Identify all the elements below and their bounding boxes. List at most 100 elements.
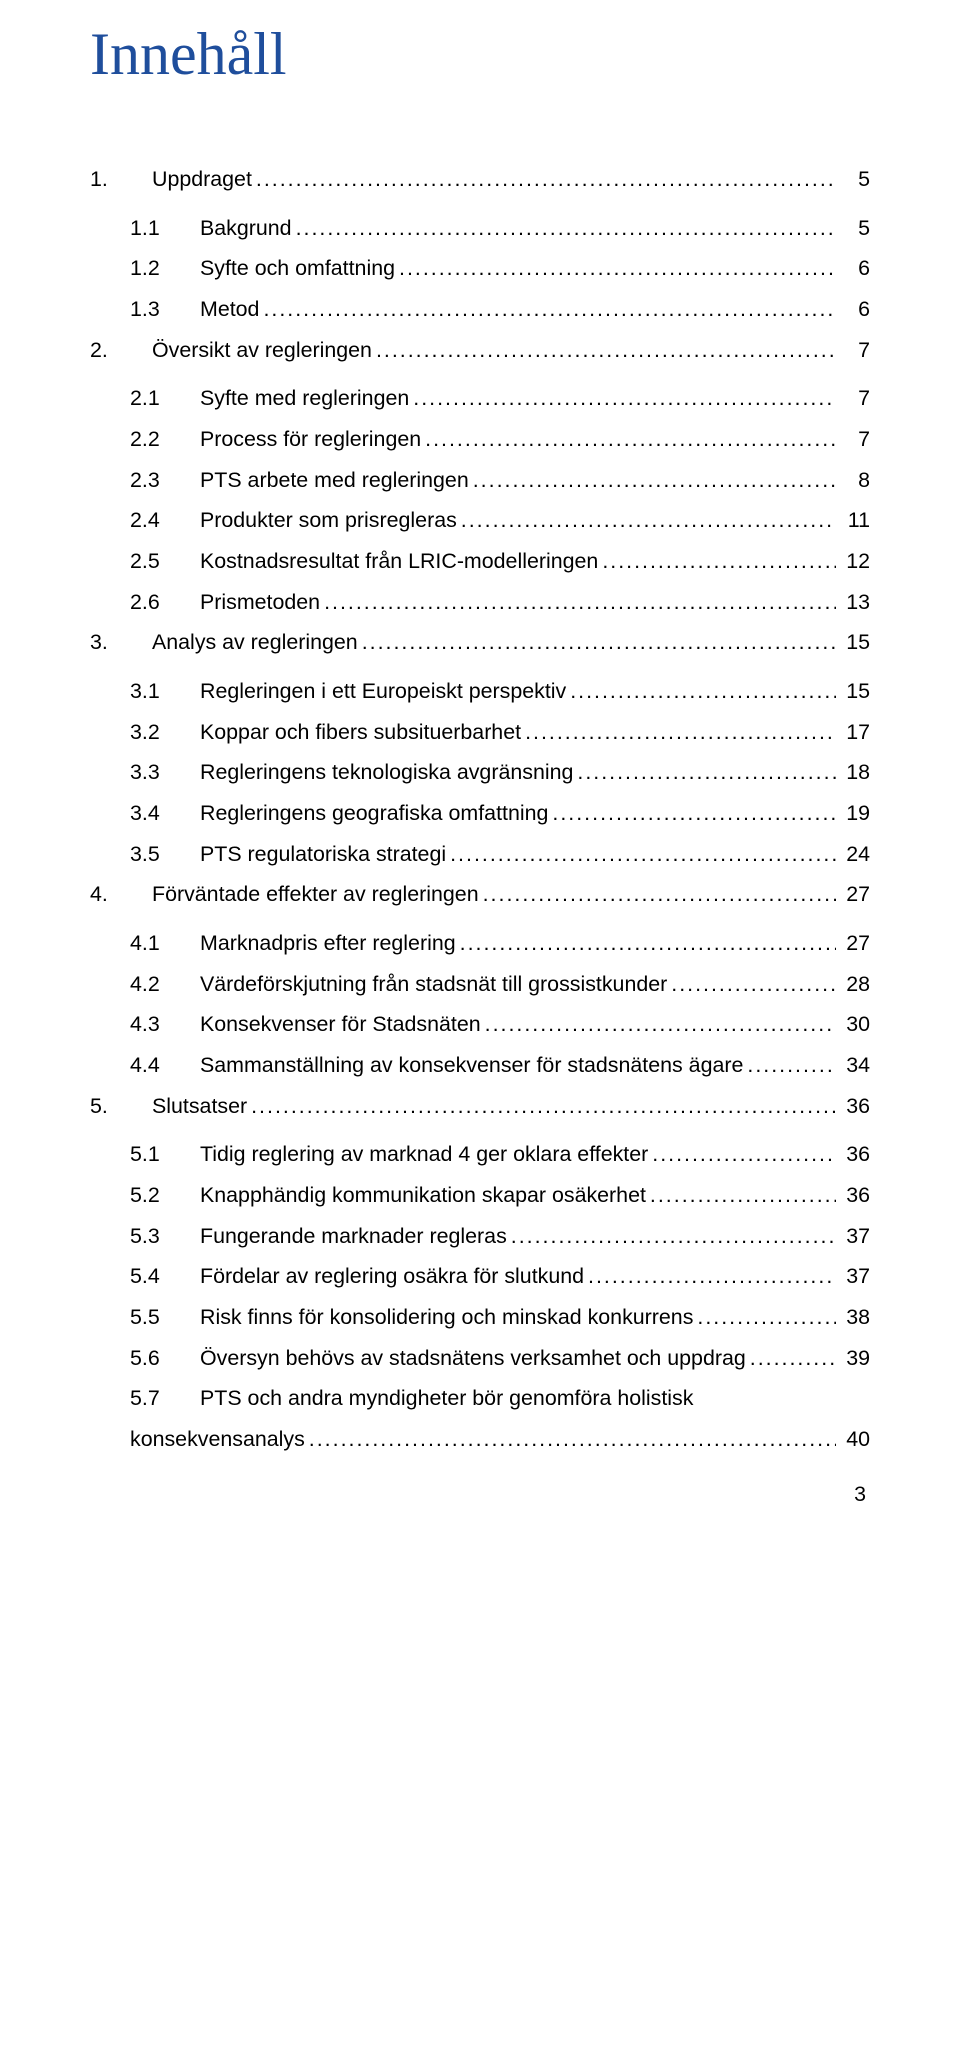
toc-leader (602, 541, 836, 582)
page-title: Innehåll (90, 20, 870, 89)
toc-row[interactable]: 2.5Kostnadsresultat från LRIC-modellerin… (90, 541, 870, 582)
toc-number: 2.1 (130, 378, 186, 419)
toc-row[interactable]: 3. Analys av regleringen 15 (90, 622, 870, 663)
toc-label: PTS arbete med regleringen (200, 460, 469, 501)
toc-leader (256, 159, 836, 200)
toc-row[interactable]: 1.2Syfte och omfattning6 (90, 248, 870, 289)
toc-number: 5. (90, 1086, 138, 1127)
toc-leader (460, 923, 836, 964)
toc-row[interactable]: 3.3 Regleringens teknologiska avgränsning… (90, 752, 870, 793)
toc-number: 3.4 (130, 793, 186, 834)
toc-page: 12 (840, 541, 870, 582)
toc-number: 2.2 (130, 419, 186, 460)
toc-number: 5.2 (130, 1175, 186, 1216)
toc-page: 28 (840, 964, 870, 1005)
toc-page: 36 (840, 1175, 870, 1216)
toc-label: konsekvensanalys (130, 1419, 305, 1460)
toc-label: Kostnadsresultat från LRIC-modelleringen (200, 541, 598, 582)
toc-leader (483, 874, 836, 915)
toc-row[interactable]: 4.Förväntade effekter av regleringen27 (90, 874, 870, 915)
toc-label: Regleringens teknologiska avgränsning (200, 752, 573, 793)
toc-leader (296, 208, 836, 249)
toc-row[interactable]: 5.5 Risk finns för konsolidering och mins… (90, 1297, 870, 1338)
toc-row[interactable]: 4.1Marknadpris efter reglering27 (90, 923, 870, 964)
toc-leader (251, 1086, 836, 1127)
toc-label: Process för regleringen (200, 419, 421, 460)
toc-label: Fungerande marknader regleras (200, 1216, 507, 1257)
toc-page: 5 (840, 159, 870, 200)
toc-number: 5.5 (130, 1297, 186, 1338)
toc-page: 37 (840, 1216, 870, 1257)
toc-row[interactable]: 5.2 Knapphändig kommunikation skapar osäk… (90, 1175, 870, 1216)
toc-label: Sammanställning av konsekvenser för stad… (200, 1045, 743, 1086)
toc-row[interactable]: 1.1Bakgrund5 (90, 208, 870, 249)
toc-row[interactable]: 2.6Prismetoden13 (90, 582, 870, 623)
toc-page: 38 (840, 1297, 870, 1338)
toc-page: 7 (840, 330, 870, 371)
toc-label: Uppdraget (152, 159, 252, 200)
toc-label: Knapphändig kommunikation skapar osäkerh… (200, 1175, 646, 1216)
toc-label: Förväntade effekter av regleringen (152, 874, 479, 915)
toc-page: 15 (840, 622, 870, 663)
toc-label: Konsekvenser för Stadsnäten (200, 1004, 481, 1045)
toc-row[interactable]: 2.1Syfte med regleringen7 (90, 378, 870, 419)
toc-number: 3.1 (130, 671, 186, 712)
toc-number: 4.4 (130, 1045, 186, 1086)
toc-row[interactable]: 4.2Värdeförskjutning från stadsnät till … (90, 964, 870, 1005)
toc-row[interactable]: 3.1Regleringen i ett Europeiskt perspekt… (90, 671, 870, 712)
toc-row[interactable]: konsekvensanalys40 (90, 1419, 870, 1460)
toc-number: 3.5 (130, 834, 186, 875)
toc-row[interactable]: 5.Slutsatser36 (90, 1086, 870, 1127)
toc-leader (511, 1216, 836, 1257)
toc-row[interactable]: 4.4 Sammanställning av konsekvenser för s… (90, 1045, 870, 1086)
toc-label: Metod (200, 289, 259, 330)
toc-page: 7 (840, 378, 870, 419)
toc-label: Risk finns för konsolidering och minskad… (200, 1297, 693, 1338)
toc-leader (485, 1004, 836, 1045)
toc-number: 3. (90, 622, 138, 663)
toc-page: 7 (840, 419, 870, 460)
toc-label: Bakgrund (200, 208, 292, 249)
toc-label: Översyn behövs av stadsnätens verksamhet… (200, 1338, 746, 1379)
toc-row[interactable]: 5.4Fördelar av reglering osäkra för slut… (90, 1256, 870, 1297)
toc-row[interactable]: 4.3Konsekvenser för Stadsnäten30 (90, 1004, 870, 1045)
toc-row[interactable]: 1.3Metod6 (90, 289, 870, 330)
toc-leader (650, 1175, 836, 1216)
toc-row[interactable]: 5.7PTS och andra myndigheter bör genomfö… (90, 1378, 870, 1419)
toc-page: 37 (840, 1256, 870, 1297)
toc-row[interactable]: 3.2Koppar och fibers subsituerbarhet17 (90, 712, 870, 753)
toc-leader (570, 671, 836, 712)
toc-label: Slutsatser (152, 1086, 247, 1127)
toc-leader (588, 1256, 836, 1297)
toc-label: Prismetoden (200, 582, 320, 623)
toc-row[interactable]: 2.4Produkter som prisregleras11 (90, 500, 870, 541)
toc-number: 4. (90, 874, 138, 915)
toc-row[interactable]: 3.5PTS regulatoriska strategi24 (90, 834, 870, 875)
toc-label: Analys av regleringen (152, 622, 358, 663)
toc-leader (697, 1297, 836, 1338)
toc-page: 8 (840, 460, 870, 501)
toc-row[interactable]: 2.2 Process för regleringen 7 (90, 419, 870, 460)
toc-row[interactable]: 5.3 Fungerande marknader regleras 37 (90, 1216, 870, 1257)
toc-leader (425, 419, 836, 460)
toc-number: 5.3 (130, 1216, 186, 1257)
toc-row[interactable]: 5.6Översyn behövs av stadsnätens verksam… (90, 1338, 870, 1379)
toc-number: 2. (90, 330, 138, 371)
toc-page: 34 (840, 1045, 870, 1086)
toc-number: 5.1 (130, 1134, 186, 1175)
toc-leader (413, 378, 836, 419)
toc-leader (450, 834, 836, 875)
toc-row[interactable]: 2.Översikt av regleringen7 (90, 330, 870, 371)
toc-number: 1.3 (130, 289, 186, 330)
toc-row[interactable]: 3.4Regleringens geografiska omfattning19 (90, 793, 870, 834)
toc-number: 3.3 (130, 752, 186, 793)
toc-page: 24 (840, 834, 870, 875)
toc-row[interactable]: 2.3PTS arbete med regleringen8 (90, 460, 870, 501)
page-number: 3 (90, 1482, 870, 1507)
toc-number: 4.2 (130, 964, 186, 1005)
toc-row[interactable]: 5.1Tidig reglering av marknad 4 ger okla… (90, 1134, 870, 1175)
toc-row[interactable]: 1.Uppdraget5 (90, 159, 870, 200)
toc-leader (473, 460, 836, 501)
toc-leader (552, 793, 836, 834)
toc-page: 19 (840, 793, 870, 834)
